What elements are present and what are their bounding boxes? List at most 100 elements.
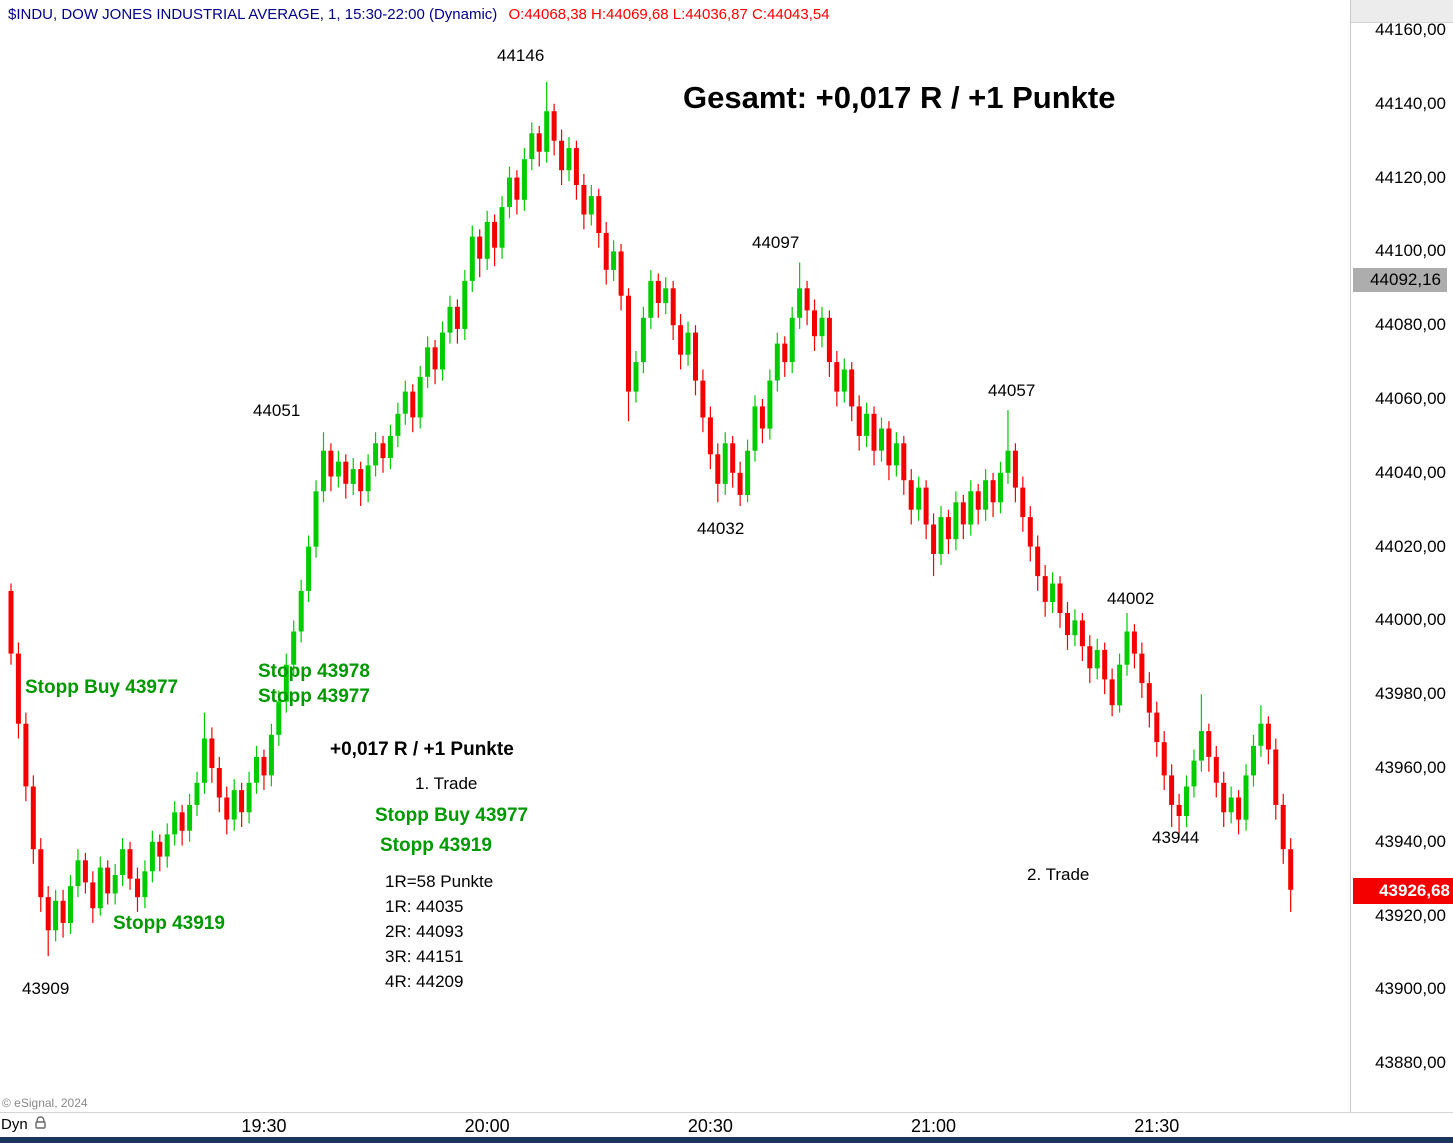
candle [254,745,259,794]
candle [730,435,736,488]
candle [380,435,386,473]
candle [931,513,937,577]
candle [1020,476,1026,532]
time-tick-label: 19:30 [241,1116,287,1136]
candle [1027,506,1033,562]
candle [365,454,371,503]
candle [596,188,602,248]
candle [194,771,200,816]
candle [1273,738,1279,820]
candle [417,365,423,429]
candle [1102,642,1108,695]
candle [983,469,989,521]
price-tick-label: 43880,00 [1375,1053,1446,1073]
candle [477,229,483,278]
candle [112,863,118,905]
candle [268,723,274,787]
candle [581,173,587,230]
candle [1265,716,1271,765]
candle [1065,602,1070,650]
candle [321,432,326,503]
dyn-label: Dyn [1,1116,28,1133]
candle [201,712,207,794]
candle [678,314,684,370]
candle [960,494,966,540]
price-axis[interactable]: 44160,00 44140,00 44120,00 44100,00 44080,00… [1350,0,1453,1143]
price-tick-label: 43940,00 [1375,831,1446,851]
candle [157,834,163,872]
price-tick-label: 44140,00 [1375,93,1446,113]
candle [447,295,453,344]
candle [826,310,832,377]
candle [395,402,401,447]
candle [923,480,929,540]
candle [358,461,364,506]
symbol-info: $INDU, DOW JONES INDUSTRIAL AVERAGE, 1, … [8,6,498,23]
candle [53,889,59,942]
candle [759,399,765,444]
price-tick-label: 44080,00 [1375,315,1446,335]
candle [216,756,222,813]
candle [521,148,527,211]
candle [1191,749,1197,798]
price-tick-label: 44000,00 [1375,610,1446,630]
candle [864,402,870,447]
candle [469,225,475,292]
price-tick-label: 43920,00 [1375,905,1446,925]
time-axis[interactable]: 19:30 20:00 20:30 21:00 21:30 [0,1112,1453,1139]
candle [670,280,676,340]
candle [179,804,185,846]
price-tick-label: 44060,00 [1375,389,1446,408]
candle [1243,764,1249,831]
candle [1131,624,1137,669]
candle [812,299,817,351]
candle [655,273,661,318]
candle [492,214,498,267]
price-tick-label: 43900,00 [1375,979,1446,999]
candle [149,830,155,883]
candle [916,476,922,521]
price-axis-header [1351,0,1453,23]
candle [23,712,29,802]
candle [246,771,252,824]
candle [611,240,617,281]
candle [1161,731,1167,791]
candle [38,838,44,912]
candle [1035,535,1041,591]
candle [908,469,914,525]
candle [1012,443,1018,503]
candle [135,867,140,912]
candle [127,841,133,890]
candle [1146,672,1152,728]
candle [82,852,88,894]
last-price-label: 43926,68 [1353,877,1453,904]
ohlc-values: O:44068,38 H:44069,68 L:44036,87 C:44043… [508,6,830,23]
candle [499,196,505,259]
candle [536,125,542,167]
chart-header: $INDU, DOW JONES INDUSTRIAL AVERAGE, 1, … [8,6,830,23]
candle [559,129,565,185]
candlestick-chart[interactable] [0,0,1350,1143]
candle [752,395,758,462]
candle [484,210,490,270]
scale-mode[interactable]: Dyn [1,1115,48,1134]
candle [968,480,974,536]
candle [350,458,356,495]
candle [440,321,445,381]
candle [172,801,178,846]
candle [15,642,21,739]
candle [105,860,111,905]
candle [834,351,840,407]
candle [1109,668,1115,717]
bottom-bar [0,1137,1453,1143]
candle [1280,793,1286,864]
candle [618,244,624,311]
candle [707,406,713,470]
hover-price-label: 44092,16 [1353,268,1447,293]
candle [142,860,148,909]
candle [640,306,646,374]
candle [283,653,289,713]
candle [187,793,193,842]
candle [209,727,215,783]
